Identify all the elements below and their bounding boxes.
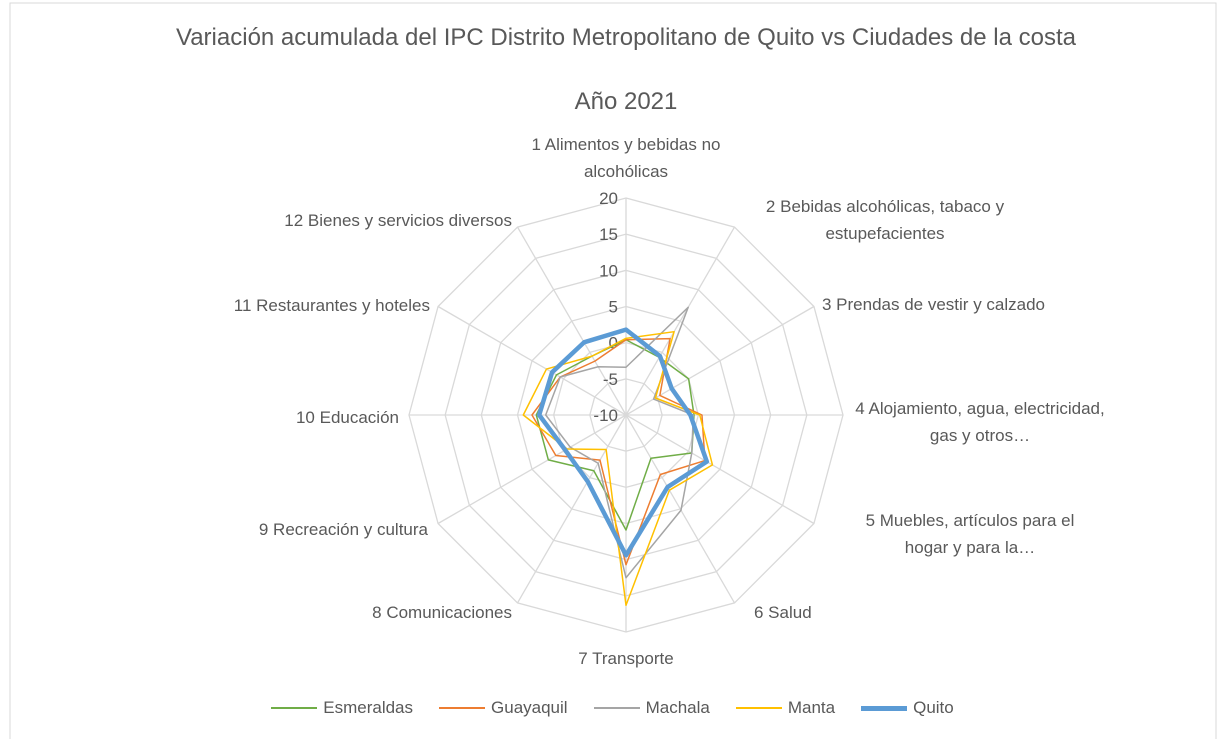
chart-border [9, 2, 1217, 739]
category-label: 2 Bebidas alcohólicas, tabaco y estupefa… [765, 197, 1005, 243]
category-label: 8 Comunicaciones [372, 603, 512, 622]
category-label: 6 Salud [754, 603, 812, 622]
series-line [522, 330, 714, 606]
category-label: 1 Alimentos y bebidas no alcohólicas [531, 135, 721, 181]
spoke [437, 305, 627, 416]
legend-item: Machala [593, 698, 710, 718]
category-label: 12 Bienes y servicios diversos [284, 211, 512, 230]
category-label: 5 Muebles, artículos para el hogar y par… [865, 511, 1075, 557]
spoke [625, 305, 815, 416]
legend-swatch [861, 705, 908, 711]
spoke [516, 414, 627, 604]
legend-item: Guayaquil [439, 698, 568, 718]
y-tick-label: 10 [599, 261, 618, 280]
chart-title: Variación acumulada del IPC Distrito Met… [175, 24, 1077, 51]
legend-label: Manta [787, 698, 836, 717]
y-tick-label: -10 [593, 406, 618, 425]
series-line [535, 339, 695, 531]
spoke [516, 226, 627, 416]
legend-swatch [735, 707, 782, 709]
y-tick-label: 15 [599, 225, 618, 244]
spoke [625, 226, 736, 416]
y-tick-label: 20 [599, 189, 618, 208]
category-label: 4 Alojamiento, agua, electricidad, gas y… [855, 399, 1105, 445]
category-label: 11 Restaurantes y hoteles [233, 296, 430, 315]
legend-item: Esmeraldas [271, 698, 413, 718]
spoke [625, 414, 815, 525]
category-label: 10 Educación [295, 408, 399, 427]
series-line [544, 306, 695, 579]
legend-swatch [439, 707, 486, 709]
legend-item: Quito [861, 698, 954, 718]
y-tick-label: 0 [609, 334, 618, 353]
category-label: 9 Recreación y cultura [258, 520, 428, 539]
legend-item: Manta [735, 698, 836, 718]
y-tick-label: 5 [609, 298, 618, 317]
spoke [625, 414, 736, 604]
legend-label: Quito [913, 698, 954, 717]
legend-label: Machala [645, 698, 710, 717]
legend-label: Esmeraldas [323, 698, 414, 717]
legend-label: Guayaquil [491, 698, 568, 717]
category-label: 7 Transporte [578, 649, 674, 668]
legend: Esmeraldas Guayaquil Machala Manta Quito [0, 698, 1225, 718]
legend-swatch [593, 707, 640, 709]
series-line [536, 327, 710, 558]
legend-swatch [271, 707, 318, 709]
chart-subtitle: Año 2021 [574, 88, 678, 115]
y-tick-label: -5 [603, 370, 618, 389]
spoke [437, 414, 627, 525]
category-label: 3 Prendas de vestir y calzado [822, 295, 1046, 314]
